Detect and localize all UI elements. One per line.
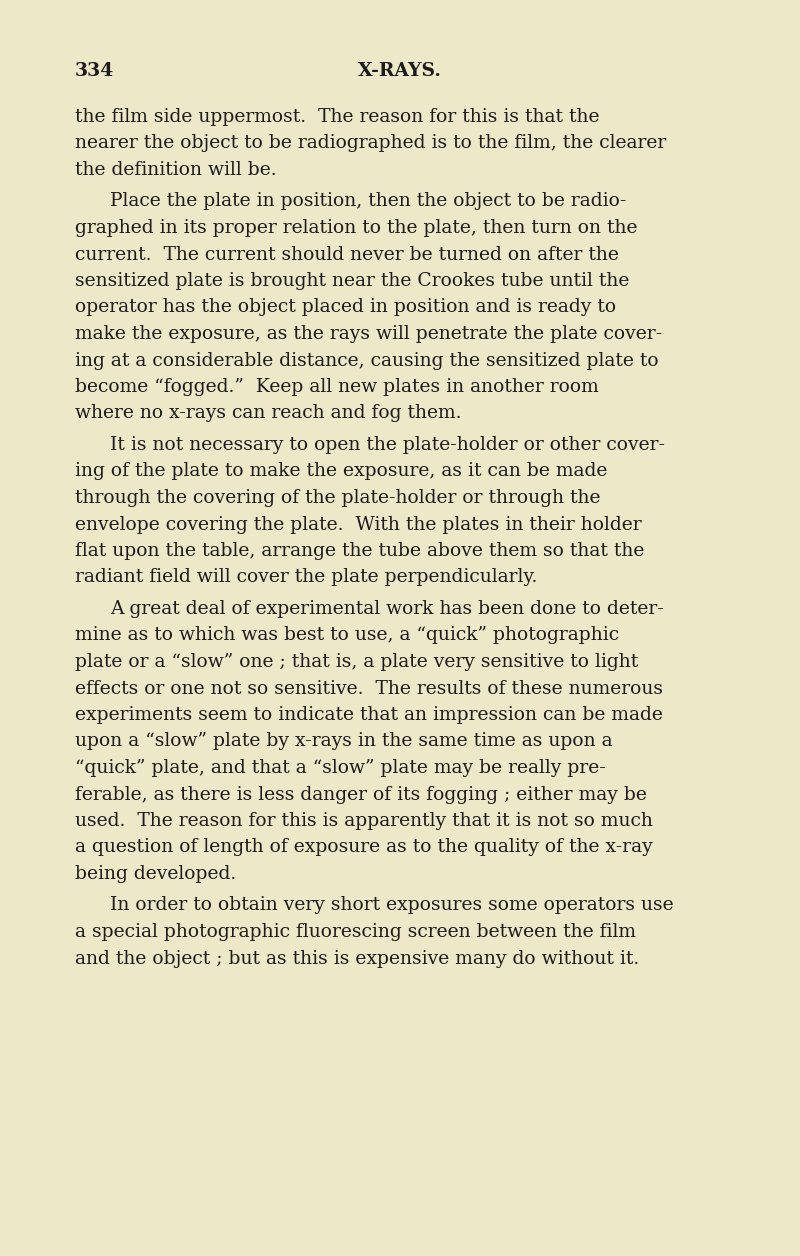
Text: make the exposure, as the rays will penetrate the plate cover-: make the exposure, as the rays will pene… [75,325,662,343]
Text: through the covering of the plate-holder or through the: through the covering of the plate-holder… [75,489,601,507]
Text: the definition will be.: the definition will be. [75,161,277,180]
Text: current.  The current should never be turned on after the: current. The current should never be tur… [75,245,619,264]
Text: operator has the object placed in position and is ready to: operator has the object placed in positi… [75,299,616,317]
Text: effects or one not so sensitive.  The results of these numerous: effects or one not so sensitive. The res… [75,679,663,697]
Text: where no x-rays can reach and fog them.: where no x-rays can reach and fog them. [75,404,462,422]
Text: ing of the plate to make the exposure, as it can be made: ing of the plate to make the exposure, a… [75,462,607,481]
Text: a special photographic fluorescing screen between the film: a special photographic fluorescing scree… [75,923,636,941]
Text: X-RAYS.: X-RAYS. [358,62,442,80]
Text: a question of length of exposure as to the quality of the x-ray: a question of length of exposure as to t… [75,839,653,857]
Text: sensitized plate is brought near the Crookes tube until the: sensitized plate is brought near the Cro… [75,273,630,290]
Text: flat upon the table, arrange the tube above them so that the: flat upon the table, arrange the tube ab… [75,543,644,560]
Text: envelope covering the plate.  With the plates in their holder: envelope covering the plate. With the pl… [75,515,642,534]
Text: the film side uppermost.  The reason for this is that the: the film side uppermost. The reason for … [75,108,599,126]
Text: Place the plate in position, then the object to be radio-: Place the plate in position, then the ob… [110,192,626,211]
Text: plate or a “slow” one ; that is, a plate very sensitive to light: plate or a “slow” one ; that is, a plate… [75,653,638,671]
Text: 334: 334 [75,62,114,80]
Text: A great deal of experimental work has been done to deter-: A great deal of experimental work has be… [110,600,664,618]
Text: used.  The reason for this is apparently that it is not so much: used. The reason for this is apparently … [75,811,653,830]
Text: mine as to which was best to use, a “quick” photographic: mine as to which was best to use, a “qui… [75,627,619,644]
Text: ing at a considerable distance, causing the sensitized plate to: ing at a considerable distance, causing … [75,352,658,369]
Text: ferable, as there is less danger of its fogging ; either may be: ferable, as there is less danger of its … [75,785,647,804]
Text: being developed.: being developed. [75,865,236,883]
Text: graphed in its proper relation to the plate, then turn on the: graphed in its proper relation to the pl… [75,219,638,237]
Text: radiant field will cover the plate perpendicularly.: radiant field will cover the plate perpe… [75,569,538,587]
Text: nearer the object to be radiographed is to the film, the clearer: nearer the object to be radiographed is … [75,134,666,152]
Text: become “fogged.”  Keep all new plates in another room: become “fogged.” Keep all new plates in … [75,378,598,396]
Text: experiments seem to indicate that an impression can be made: experiments seem to indicate that an imp… [75,706,663,723]
Text: In order to obtain very short exposures some operators use: In order to obtain very short exposures … [110,897,674,914]
Text: “quick” plate, and that a “slow” plate may be really pre-: “quick” plate, and that a “slow” plate m… [75,759,606,777]
Text: It is not necessary to open the plate-holder or other cover-: It is not necessary to open the plate-ho… [110,436,665,453]
Text: and the object ; but as this is expensive many do without it.: and the object ; but as this is expensiv… [75,950,639,967]
Text: upon a “slow” plate by x-rays in the same time as upon a: upon a “slow” plate by x-rays in the sam… [75,732,613,751]
